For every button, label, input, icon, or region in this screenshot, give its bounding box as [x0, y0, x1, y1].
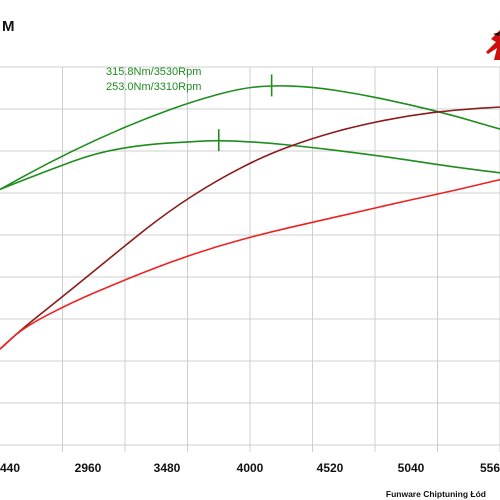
series-torque-stock	[0, 139, 500, 191]
x-tick-label: 440	[0, 461, 20, 475]
x-tick-label: 2960	[75, 461, 102, 475]
x-tick-label: 4520	[317, 461, 344, 475]
credit-text: Funware Chiptuning Łód	[386, 489, 486, 499]
corner-label: M	[2, 18, 15, 35]
x-tick-label: 3480	[154, 461, 181, 475]
annotation-tuned-torque: 315.8Nm/3530Rpm	[106, 66, 201, 78]
x-tick-label: 4000	[237, 461, 264, 475]
x-axis-tick-labels: 440 2960 3480 4000 4520 5040 556	[0, 461, 500, 475]
series-power-stock	[0, 178, 500, 350]
series-torque-tuned	[0, 85, 500, 191]
x-tick-label: 5040	[398, 461, 425, 475]
annotation-stock-torque: 253.0Nm/3310Rpm	[106, 81, 201, 93]
series-power-tuned	[0, 106, 500, 350]
chart-grid	[0, 66, 500, 452]
x-tick-label: 556	[480, 461, 500, 475]
chart-series-layer	[0, 85, 500, 350]
peak-markers	[217, 74, 273, 152]
brand-logo	[486, 30, 500, 60]
